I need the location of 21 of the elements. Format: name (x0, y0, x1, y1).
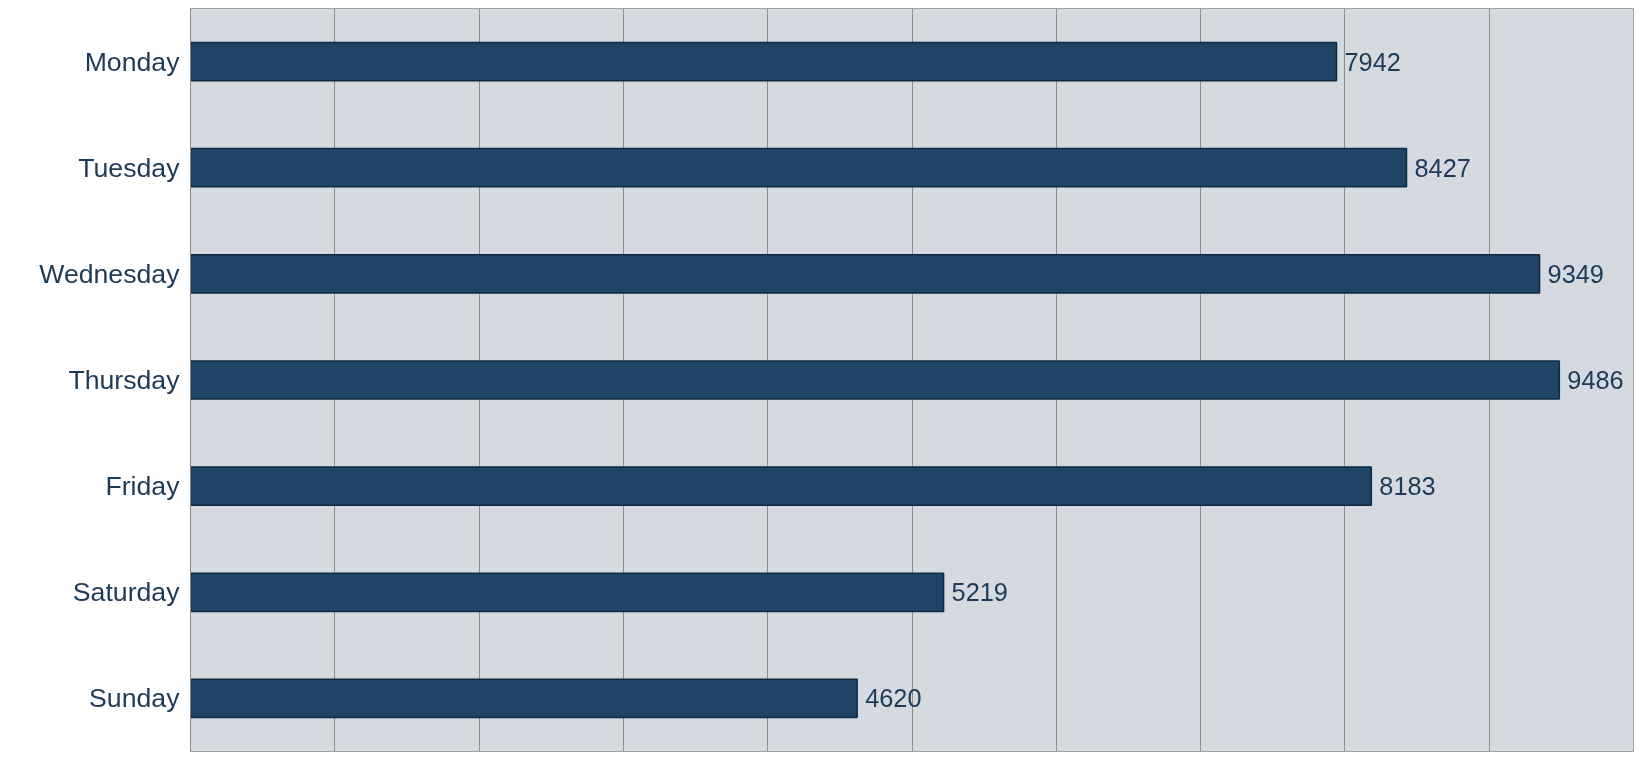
bar (190, 678, 858, 719)
bar (190, 147, 1408, 188)
data-label: 5219 (951, 578, 1008, 607)
y-tick-label: Saturday (72, 577, 181, 608)
y-tick-label: Monday (84, 46, 181, 77)
bar (190, 254, 1541, 294)
data-label: 4620 (865, 684, 922, 713)
bar (190, 360, 1561, 400)
data-label: 8427 (1414, 153, 1471, 182)
bar (190, 466, 1373, 506)
bar (190, 41, 1338, 82)
y-tick-label: Tuesday (78, 152, 181, 183)
y-tick-label: Sunday (89, 683, 181, 714)
data-label: 8183 (1379, 472, 1436, 501)
data-label: 9486 (1567, 366, 1624, 394)
y-tick-label: Wednesday (39, 258, 181, 289)
data-label: 9349 (1547, 259, 1604, 288)
data-label: 7942 (1344, 47, 1401, 76)
y-tick-label: Friday (105, 471, 181, 502)
y-tick-label: Thursday (68, 365, 181, 395)
bar (190, 572, 945, 613)
